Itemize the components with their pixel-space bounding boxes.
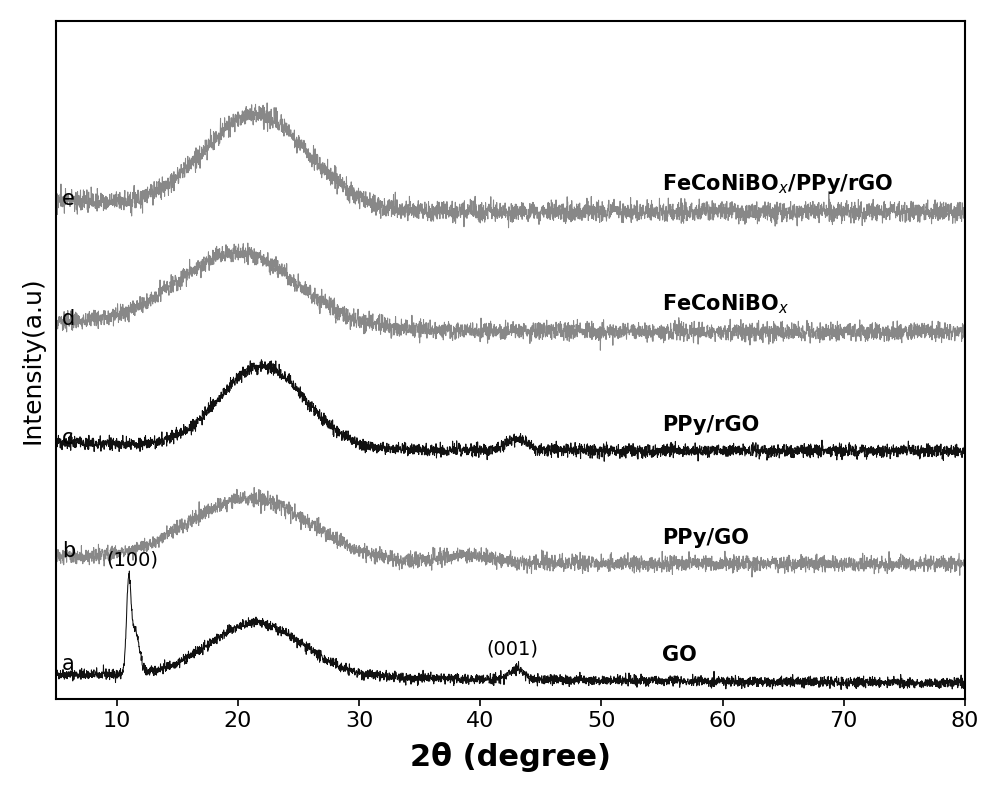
Text: (100): (100) bbox=[107, 551, 159, 569]
Text: (001): (001) bbox=[486, 640, 538, 659]
Text: PPy/rGO: PPy/rGO bbox=[662, 415, 759, 435]
Text: b: b bbox=[62, 541, 75, 561]
Text: d: d bbox=[62, 308, 75, 328]
Text: c: c bbox=[62, 428, 74, 448]
Text: GO: GO bbox=[662, 645, 697, 665]
Text: a: a bbox=[62, 654, 75, 674]
Y-axis label: Intensity(a.u): Intensity(a.u) bbox=[21, 276, 45, 444]
Text: FeCoNiBO$_x$/PPy/rGO: FeCoNiBO$_x$/PPy/rGO bbox=[662, 172, 893, 196]
X-axis label: 2θ (degree): 2θ (degree) bbox=[410, 742, 611, 772]
Text: PPy/GO: PPy/GO bbox=[662, 528, 749, 548]
Text: e: e bbox=[62, 190, 75, 209]
Text: FeCoNiBO$_x$: FeCoNiBO$_x$ bbox=[662, 292, 789, 316]
